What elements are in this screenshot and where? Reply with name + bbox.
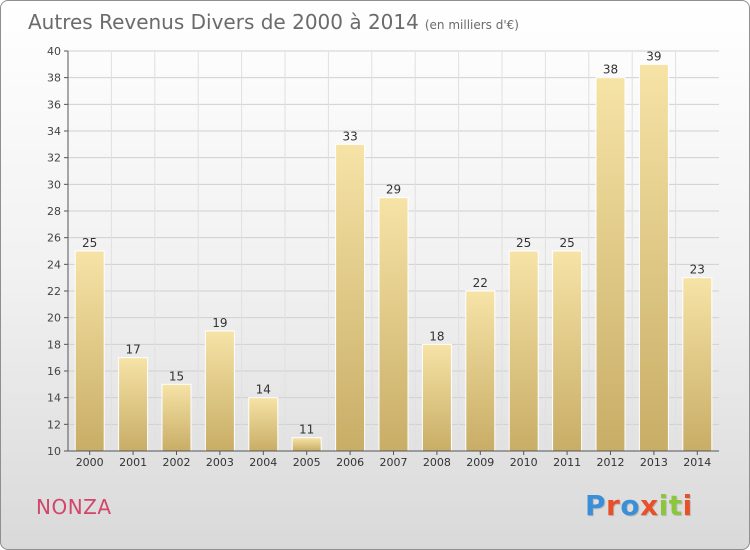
logo-letter: x <box>640 489 659 522</box>
x-tick-label-2007: 2007 <box>380 456 408 469</box>
labels: 10 12 14 16 18 20 22 24 26 28 30 32 34 36 38 40 25 2000 17… <box>47 45 711 469</box>
bar-2011 <box>552 250 583 452</box>
y-tick-label: 40 <box>47 45 61 58</box>
bar-2010 <box>508 250 539 452</box>
data-label-2005: 11 <box>299 423 314 437</box>
y-tick-label: 18 <box>47 338 61 351</box>
data-label-2010: 25 <box>516 236 531 250</box>
x-tick-label-2000: 2000 <box>76 456 104 469</box>
data-label-2003: 19 <box>212 316 227 330</box>
bar-2013 <box>638 63 669 452</box>
y-tick-label: 22 <box>47 285 61 298</box>
axes <box>64 50 719 455</box>
x-tick-label-2011: 2011 <box>553 456 581 469</box>
y-tick-label: 36 <box>47 98 61 111</box>
place-name: NONZA <box>36 495 112 519</box>
y-tick-label: 32 <box>47 152 61 165</box>
y-tick-label: 20 <box>47 312 61 325</box>
bar-2005 <box>291 437 322 452</box>
y-tick-label: 16 <box>47 365 61 378</box>
bar-2007 <box>378 197 409 452</box>
logo-letter: r <box>606 489 621 522</box>
y-tick-label: 38 <box>47 72 61 85</box>
y-tick-label: 34 <box>47 125 61 138</box>
y-tick-label: 24 <box>47 258 61 271</box>
y-tick-label: 26 <box>47 232 61 245</box>
x-tick-label-2001: 2001 <box>119 456 147 469</box>
bar-2006 <box>335 143 366 452</box>
bars <box>74 63 713 452</box>
logo-letter: i <box>658 489 669 522</box>
logo-letter: i <box>682 489 693 522</box>
data-label-2013: 39 <box>646 49 661 63</box>
title-unit: (en milliers d'€) <box>424 18 519 32</box>
bar-2000 <box>74 250 105 452</box>
data-label-2014: 23 <box>690 263 705 277</box>
data-label-2008: 18 <box>429 329 444 343</box>
x-tick-label-2006: 2006 <box>336 456 364 469</box>
x-tick-label-2010: 2010 <box>510 456 538 469</box>
logo-letter: o <box>620 489 641 522</box>
bar-2009 <box>465 290 496 452</box>
bar-2002 <box>161 383 192 452</box>
logo-letter: P <box>585 489 607 522</box>
data-label-2000: 25 <box>82 236 97 250</box>
x-tick-label-2002: 2002 <box>163 456 191 469</box>
x-tick-label-2013: 2013 <box>640 456 668 469</box>
y-tick-label: 30 <box>47 178 61 191</box>
y-tick-label: 28 <box>47 205 61 218</box>
data-label-2009: 22 <box>473 276 488 290</box>
data-label-2004: 14 <box>256 383 271 397</box>
title-text: Autres Revenus Divers de 2000 à 2014 <box>28 10 419 34</box>
proxiti-logo: Proxiti <box>585 489 693 522</box>
y-tick-label: 10 <box>47 445 61 458</box>
chart-title: Autres Revenus Divers de 2000 à 2014 (en … <box>28 10 519 34</box>
y-tick-label: 14 <box>47 392 61 405</box>
x-tick-label-2008: 2008 <box>423 456 451 469</box>
logo-letter: t <box>668 489 683 522</box>
bar-2012 <box>595 77 626 452</box>
data-label-2012: 38 <box>603 63 618 77</box>
data-label-2006: 33 <box>342 129 357 143</box>
y-tick-label: 12 <box>47 418 61 431</box>
data-label-2011: 25 <box>559 236 574 250</box>
x-tick-label-2003: 2003 <box>206 456 234 469</box>
x-tick-label-2004: 2004 <box>249 456 277 469</box>
x-tick-label-2009: 2009 <box>466 456 494 469</box>
data-label-2002: 15 <box>169 369 184 383</box>
data-label-2001: 17 <box>125 343 140 357</box>
x-tick-label-2005: 2005 <box>293 456 321 469</box>
x-tick-label-2014: 2014 <box>683 456 711 469</box>
bar-2001 <box>118 357 149 452</box>
bar-2014 <box>682 277 713 452</box>
bar-2004 <box>248 397 279 452</box>
x-tick-label-2012: 2012 <box>597 456 625 469</box>
bar-2003 <box>204 330 235 452</box>
data-label-2007: 29 <box>386 183 401 197</box>
bar-2008 <box>421 343 452 452</box>
